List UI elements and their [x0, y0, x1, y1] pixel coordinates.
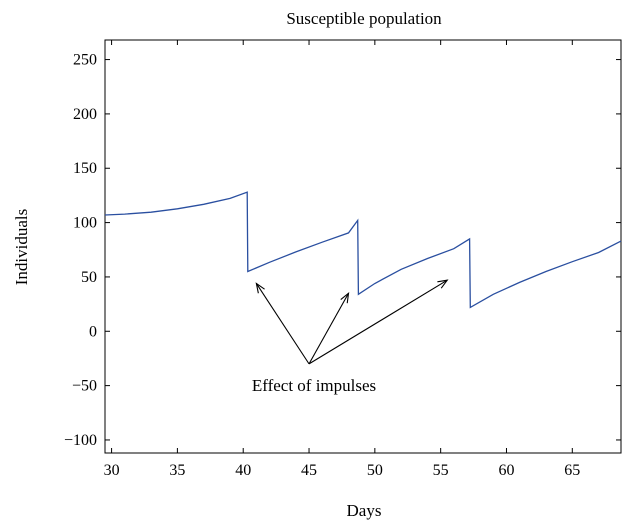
- x-tick-label: 50: [367, 462, 383, 479]
- x-tick-label: 35: [169, 462, 185, 479]
- x-tick-label: 45: [301, 462, 317, 479]
- annotation-arrow-line: [308, 279, 448, 365]
- axis-ticks: 30 35 40 45 50 55 60 65 250 200 150 100 50 0 −50 −100: [64, 40, 621, 479]
- y-tick-label: 200: [73, 106, 97, 123]
- x-tick-label: 60: [498, 462, 514, 479]
- y-tick-label: 50: [81, 269, 97, 286]
- x-axis-label: Days: [347, 501, 382, 520]
- annotation-arrow-line: [255, 283, 310, 365]
- plot-area-frame: [104, 39, 622, 454]
- y-axis-label: Individuals: [12, 209, 31, 286]
- x-tick-label: 65: [564, 462, 580, 479]
- y-tick-label: 0: [89, 323, 97, 340]
- annotation-text: Effect of impulses: [252, 376, 376, 395]
- annotation-arrows: [255, 279, 449, 365]
- annotation-arrowhead: [255, 282, 265, 294]
- annotation-arrow-line: [308, 292, 350, 365]
- x-tick-label: 55: [433, 462, 449, 479]
- annotation-arrowhead: [340, 291, 350, 304]
- annotation-arrowhead: [437, 279, 449, 289]
- susceptible-series-line: [104, 191, 622, 309]
- y-tick-label: 100: [73, 215, 97, 232]
- y-tick-label: −50: [72, 378, 97, 395]
- y-tick-label: 150: [73, 160, 97, 177]
- y-tick-label: −100: [64, 432, 97, 449]
- x-tick-label: 30: [104, 462, 120, 479]
- chart-title: Susceptible population: [286, 9, 442, 28]
- x-tick-label: 40: [235, 462, 251, 479]
- y-tick-label: 250: [73, 52, 97, 69]
